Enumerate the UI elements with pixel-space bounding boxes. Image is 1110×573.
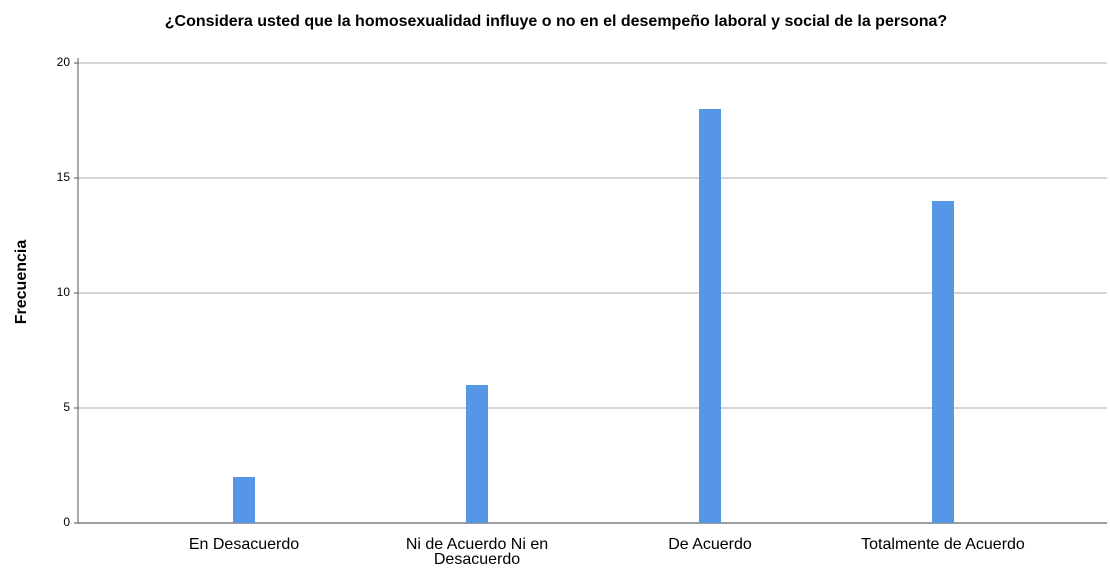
x-tick-label: Totalmente de Acuerdo	[861, 537, 1025, 553]
bar	[932, 201, 954, 523]
x-tick-label-box: En Desacuerdo	[188, 537, 300, 553]
bar	[233, 477, 255, 523]
x-tick-label: De Acuerdo	[668, 537, 752, 553]
y-tick-label: 10	[57, 285, 71, 299]
y-tick-label: 5	[63, 400, 70, 414]
x-tick-label-box: Ni de Acuerdo Ni en Desacuerdo	[405, 537, 549, 568]
chart-title: ¿Considera usted que la homosexualidad i…	[165, 13, 947, 30]
x-tick-label-box: Totalmente de Acuerdo	[861, 537, 1025, 553]
y-tick-label: 0	[63, 515, 70, 529]
x-tick-label: En Desacuerdo	[188, 537, 300, 553]
x-tick-label-box: De Acuerdo	[668, 537, 752, 553]
bar	[466, 385, 488, 523]
bar	[699, 109, 721, 523]
y-tick-label: 15	[57, 170, 71, 184]
x-tick-label: Ni de Acuerdo Ni en Desacuerdo	[405, 537, 549, 568]
y-tick-label: 20	[57, 55, 71, 69]
y-axis-label: Frecuencia	[13, 240, 30, 325]
